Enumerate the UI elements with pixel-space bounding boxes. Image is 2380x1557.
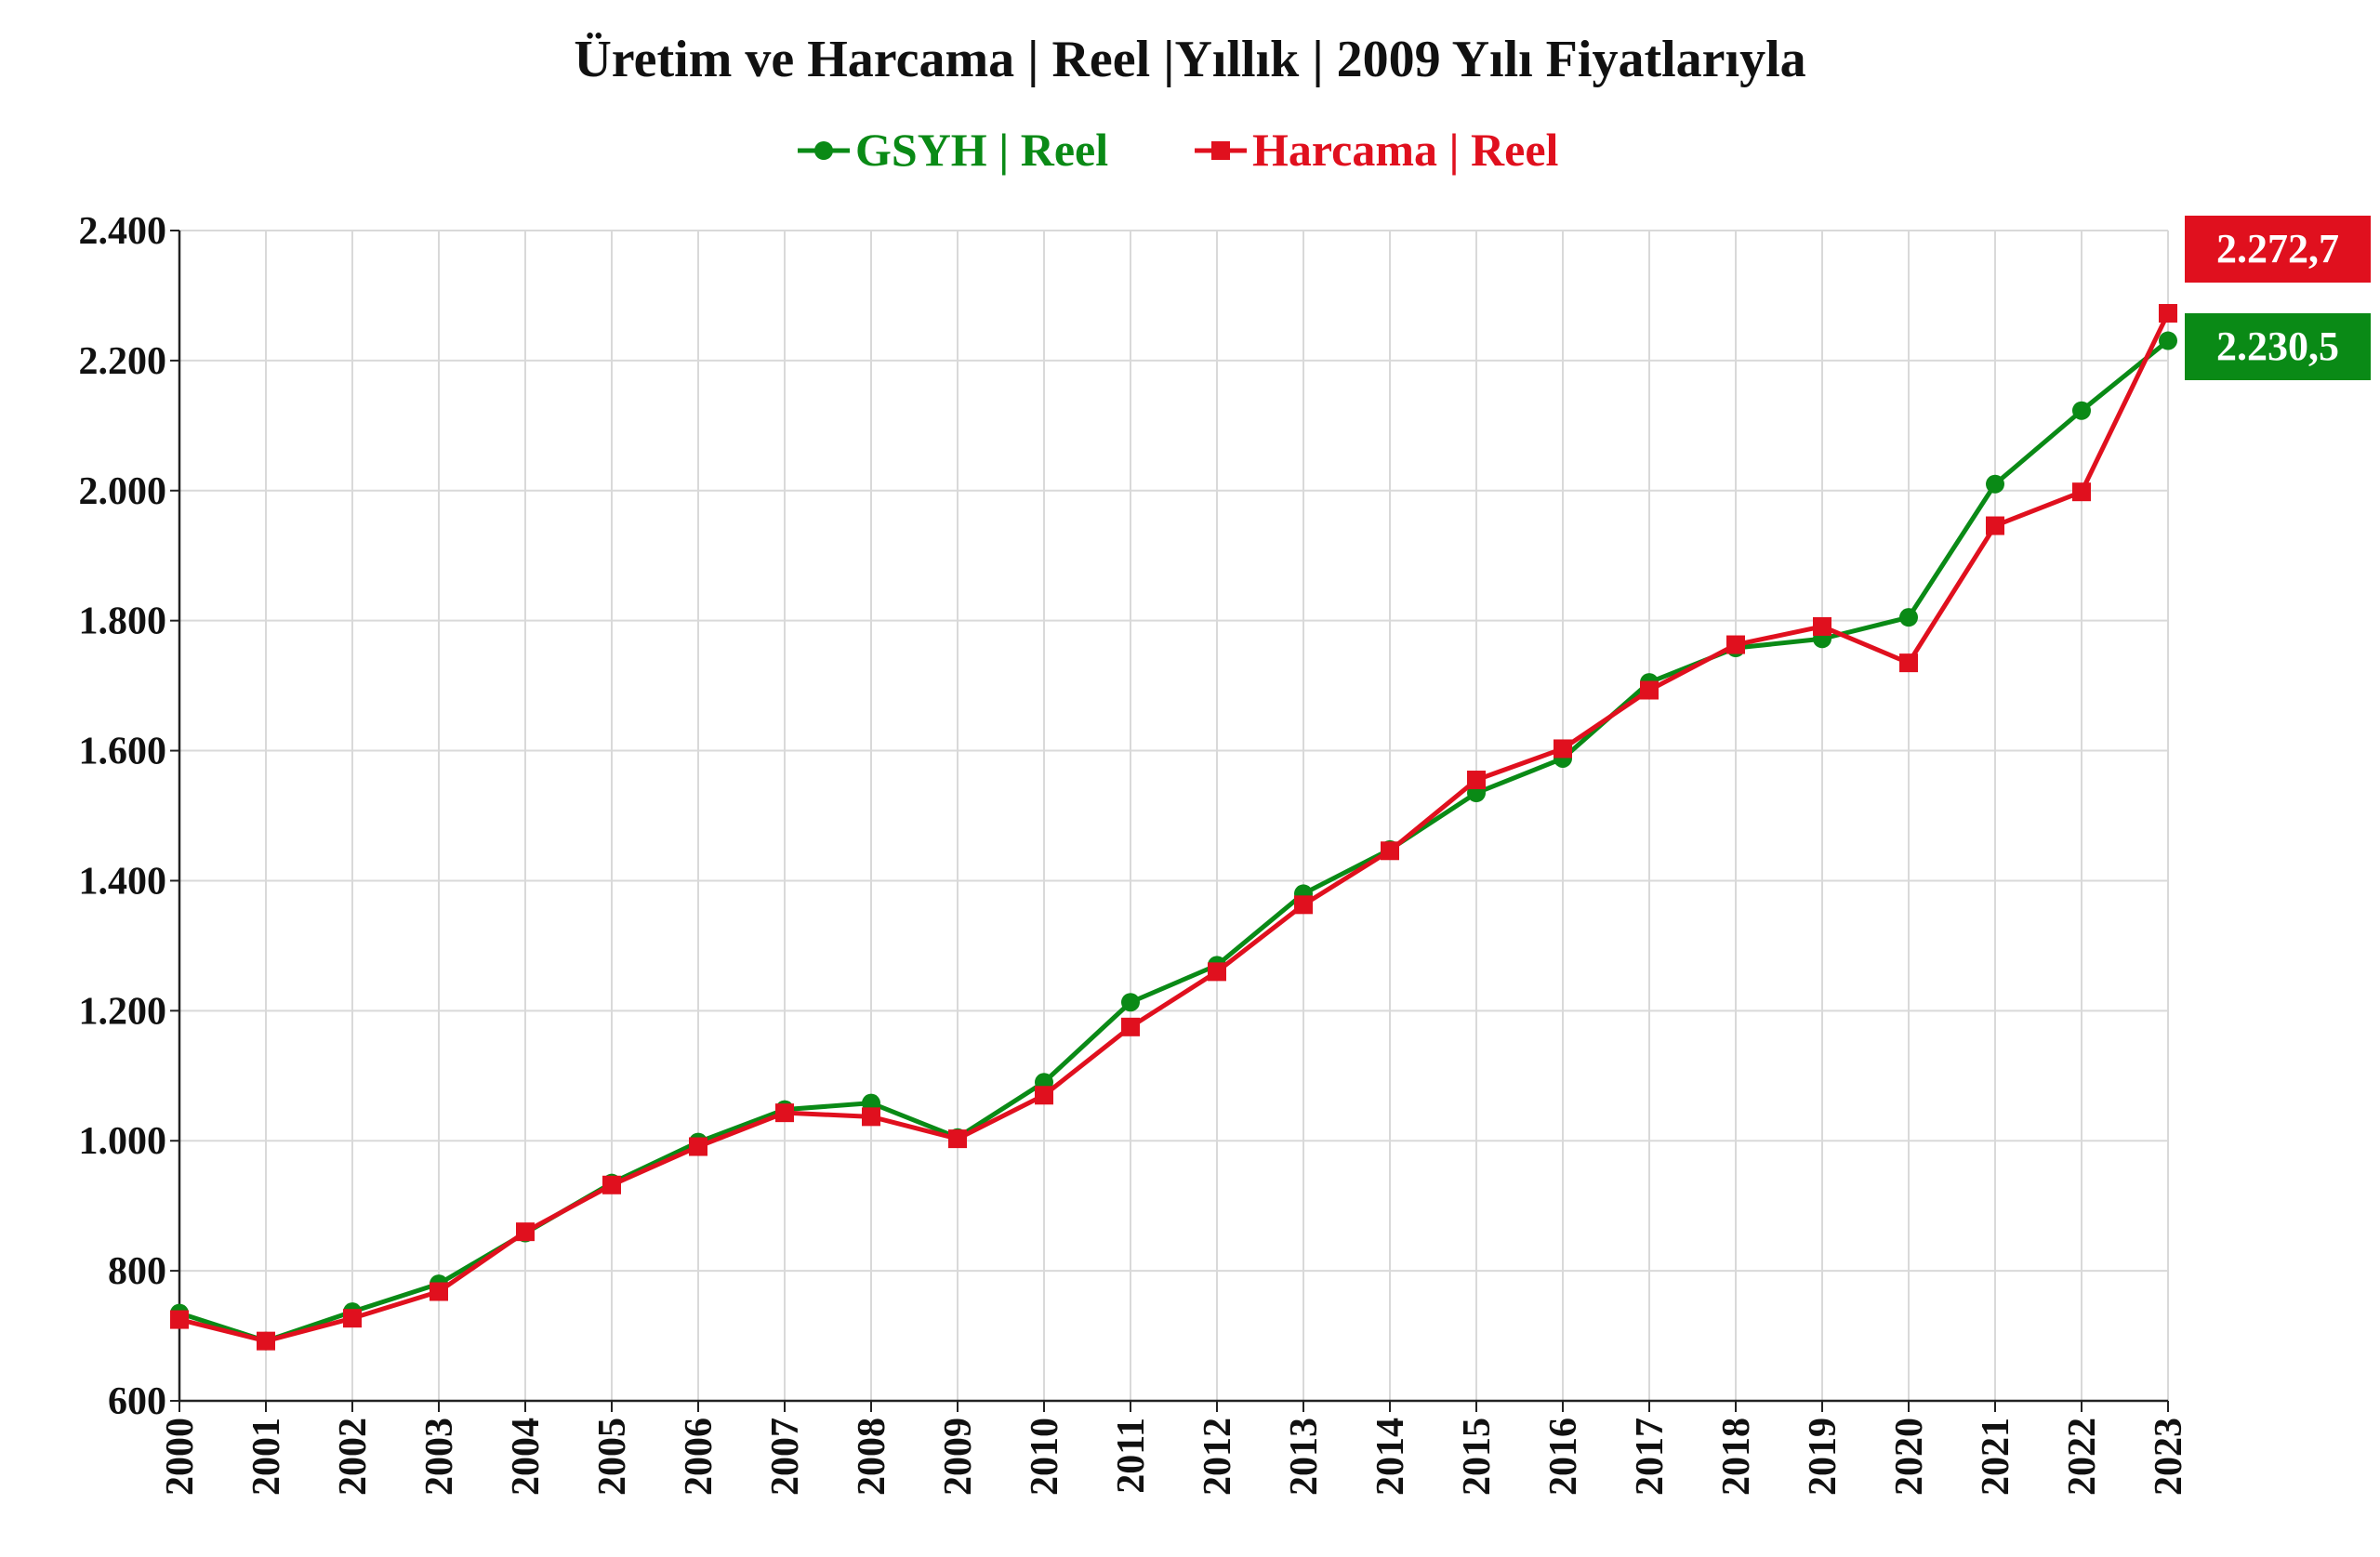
end-label-1: 2.272,7 — [2185, 216, 2371, 283]
data-point — [1381, 841, 1399, 861]
data-point — [1121, 1017, 1140, 1036]
x-tick-label: 2005 — [591, 1418, 634, 1496]
x-tick-label: 2013 — [1283, 1418, 1326, 1496]
legend-marker — [1211, 141, 1230, 160]
series-0 — [170, 331, 2177, 1351]
data-point — [1035, 1086, 1053, 1105]
x-tick-label: 2002 — [332, 1418, 375, 1496]
x-tick-label: 2023 — [2148, 1418, 2190, 1496]
end-label-text: 2.230,5 — [2216, 323, 2339, 369]
series-1 — [170, 304, 2177, 1351]
series-layer — [170, 304, 2177, 1351]
data-point — [689, 1137, 707, 1156]
x-tick-label: 2000 — [159, 1418, 202, 1496]
axes: 600 800 1.000 1.200 1.400 1.600 1.800 2.000 2.20… — [79, 210, 2191, 1496]
legend-marker — [814, 141, 833, 160]
data-point — [1986, 474, 2004, 494]
x-tick-label: 2003 — [418, 1418, 461, 1496]
legend-item-0: GSYH | Reel — [798, 124, 1108, 176]
x-tick-label: 2006 — [678, 1418, 721, 1496]
data-point — [1726, 635, 1745, 654]
data-point — [948, 1129, 967, 1149]
data-point — [2072, 401, 2091, 420]
data-point — [430, 1282, 448, 1301]
chart-title: Üretim ve Harcama | Reel |Yıllık | 2009 … — [574, 31, 1805, 88]
data-point — [1640, 680, 1659, 700]
data-point — [1121, 993, 1140, 1012]
end-labels: 2.230,5 2.272,7 — [2185, 216, 2371, 380]
y-tick-label: 600 — [108, 1380, 166, 1423]
x-tick-label: 2017 — [1629, 1418, 1672, 1496]
y-tick-label: 1.800 — [79, 600, 167, 643]
data-point — [1208, 962, 1226, 982]
end-label-box — [2185, 216, 2371, 283]
legend-label: Harcama | Reel — [1252, 124, 1559, 176]
end-label-box — [2185, 313, 2371, 380]
legend: GSYH | Reel Harcama | Reel — [798, 124, 1559, 176]
data-point — [1467, 771, 1486, 790]
x-tick-label: 2015 — [1456, 1418, 1499, 1496]
data-point — [1899, 608, 1918, 627]
x-tick-label: 2020 — [1888, 1418, 1931, 1496]
data-point — [2159, 304, 2177, 323]
data-point — [1554, 739, 1572, 759]
y-tick-label: 800 — [108, 1250, 166, 1293]
data-point — [516, 1222, 535, 1242]
x-tick-label: 2014 — [1369, 1418, 1412, 1496]
y-tick-label: 2.000 — [79, 470, 167, 513]
data-point — [343, 1309, 362, 1328]
legend-item-1: Harcama | Reel — [1195, 124, 1559, 176]
data-point — [1294, 895, 1313, 915]
x-tick-label: 2022 — [2061, 1418, 2104, 1496]
legend-label: GSYH | Reel — [855, 124, 1108, 176]
data-point — [862, 1107, 880, 1127]
grid — [179, 230, 2169, 1401]
data-point — [2072, 482, 2091, 502]
x-tick-label: 2009 — [937, 1418, 980, 1496]
y-tick-label: 1.400 — [79, 860, 167, 903]
x-tick-label: 2021 — [1975, 1418, 2017, 1496]
data-point — [257, 1331, 275, 1351]
x-tick-label: 2004 — [505, 1418, 548, 1496]
y-tick-label: 1.600 — [79, 731, 167, 773]
data-point — [1899, 653, 1918, 673]
x-tick-label: 2016 — [1542, 1418, 1585, 1496]
data-point — [1813, 616, 1831, 636]
end-label-text: 2.272,7 — [2216, 226, 2339, 271]
series-line — [178, 311, 2171, 1344]
x-tick-label: 2019 — [1802, 1418, 1844, 1496]
x-tick-label: 2010 — [1024, 1418, 1066, 1496]
x-tick-label: 2008 — [851, 1418, 893, 1496]
data-point — [170, 1310, 189, 1329]
data-point — [775, 1103, 794, 1123]
x-tick-label: 2007 — [764, 1418, 807, 1496]
data-point — [2159, 331, 2177, 350]
end-label-0: 2.230,5 — [2185, 313, 2371, 380]
y-tick-label: 2.200 — [79, 340, 167, 383]
data-point — [1986, 516, 2004, 535]
x-tick-label: 2011 — [1110, 1418, 1153, 1494]
y-tick-label: 2.400 — [79, 210, 167, 253]
y-tick-label: 1.200 — [79, 990, 167, 1033]
y-tick-label: 1.000 — [79, 1120, 167, 1163]
data-point — [602, 1175, 621, 1194]
x-tick-label: 2001 — [245, 1418, 288, 1496]
x-tick-label: 2012 — [1197, 1418, 1239, 1496]
x-tick-label: 2018 — [1715, 1418, 1758, 1496]
